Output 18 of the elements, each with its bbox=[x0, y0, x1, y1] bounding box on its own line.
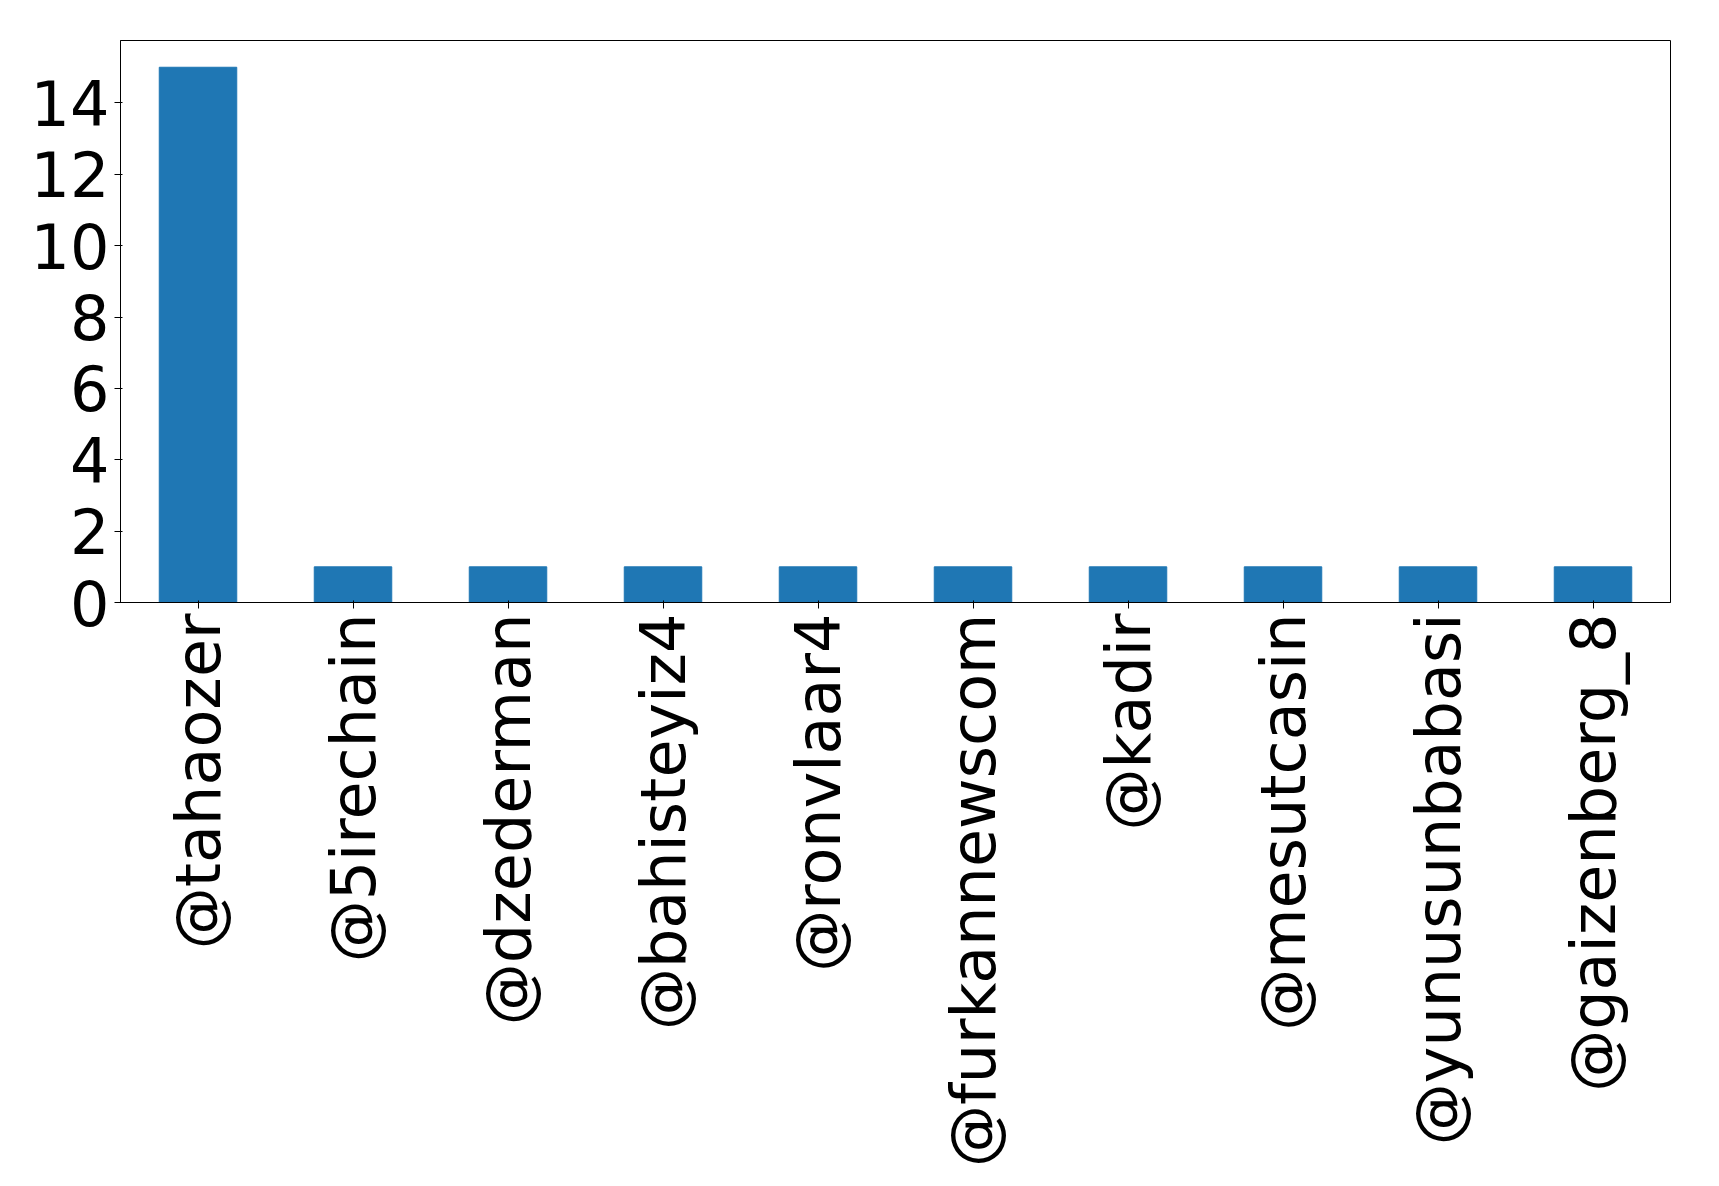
x-tick-label: @5irechain bbox=[316, 613, 390, 963]
y-tick-label: 14 bbox=[30, 67, 110, 141]
x-tick-label: @tahaozer bbox=[161, 612, 235, 950]
y-tick-label: 0 bbox=[70, 567, 110, 641]
y-tick-label: 12 bbox=[30, 139, 110, 213]
x-tick-label: @furkannewscom bbox=[936, 613, 1010, 1168]
y-tick-label: 4 bbox=[70, 424, 110, 498]
y-tick-label: 2 bbox=[70, 496, 110, 570]
x-tick-label: @mesutcasin bbox=[1246, 613, 1320, 1031]
x-tick-label: @ronvlaar4 bbox=[781, 613, 855, 972]
x-tick-label: @dzederman bbox=[471, 613, 545, 1026]
y-tick-label: 6 bbox=[70, 353, 110, 427]
x-tick-label: @gaizenberg_8 bbox=[1556, 613, 1630, 1092]
x-tick-label: @yunusunbabasi bbox=[1401, 613, 1475, 1146]
x-tick-label: @bahisteyiz4 bbox=[626, 613, 700, 1031]
y-tick-label: 8 bbox=[70, 282, 110, 356]
y-tick-label: 10 bbox=[30, 210, 110, 284]
x-tick-label: @kadir bbox=[1091, 612, 1165, 831]
